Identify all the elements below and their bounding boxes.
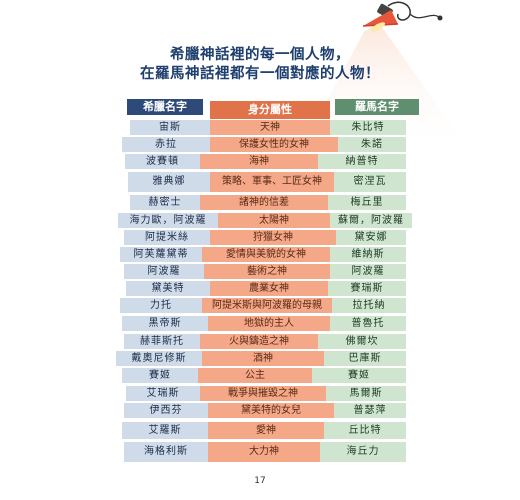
- roman-name-cell: 巴庫斯: [324, 351, 406, 366]
- greek-name-cell: 黛美特: [126, 281, 210, 296]
- greek-name-cell: 賽姬: [122, 368, 198, 383]
- roman-name-cell: 丘比特: [324, 422, 406, 439]
- greek-name-cell: 海格利斯: [124, 442, 208, 462]
- greek-name-cell: 雅典娜: [128, 172, 210, 192]
- greek-name-cell: 赫密士: [130, 195, 200, 210]
- page-title-line-2: 在羅馬神話裡都有一個對應的人物！: [140, 66, 380, 82]
- role-cell: 藝術之神: [204, 264, 330, 279]
- role-cell: 諸神的信差: [200, 195, 328, 210]
- role-cell: 天神: [210, 120, 330, 135]
- role-cell: 阿提米斯與阿波羅的母親: [202, 298, 332, 313]
- greek-name-cell: 阿波羅: [124, 264, 204, 279]
- role-cell: 戰爭與摧毀之神: [200, 386, 326, 401]
- table-row: 艾羅斯 愛神 丘比特: [0, 422, 520, 441]
- table-row: 黛美特 農業女神 賽瑞斯: [0, 281, 520, 298]
- greek-name-cell: 艾瑞斯: [126, 386, 200, 401]
- table-row: 艾瑞斯 戰爭與摧毀之神 馬爾斯: [0, 386, 520, 403]
- table-row: 海力歐，阿波羅 太陽神 蘇爾，阿波羅: [0, 213, 520, 230]
- roman-name-cell: 阿波羅: [330, 264, 406, 279]
- roman-name-cell: 賽姬: [312, 368, 406, 383]
- role-header: 身分屬性: [210, 101, 330, 119]
- role-cell: 公主: [198, 368, 312, 383]
- role-cell: 愛情與美貌的女神: [202, 247, 330, 262]
- roman-name-cell: 普魯托: [330, 316, 406, 331]
- table-row: 雅典娜 策略、軍事、工匠女神 密涅瓦: [0, 172, 520, 194]
- role-cell: 地獄的主人: [208, 316, 330, 331]
- roman-name-cell: 朱比特: [330, 120, 406, 135]
- roman-name-cell: 密涅瓦: [334, 172, 406, 192]
- table-row: 波賽頓 海神 納普特: [0, 154, 520, 171]
- greek-name-cell: 伊西芬: [124, 403, 208, 418]
- roman-name-cell: 朱諾: [338, 137, 406, 152]
- greek-name-cell: 阿芙蘿黛蒂: [120, 247, 202, 262]
- role-cell: 太陽神: [218, 213, 330, 228]
- greek-name-cell: 戴奧尼修斯: [116, 351, 202, 366]
- roman-name-cell: 拉托納: [332, 298, 406, 313]
- greek-name-cell: 赫菲斯托: [124, 334, 200, 349]
- greek-name-cell: 宙斯: [130, 120, 210, 135]
- table-row: 赫密士 諸神的信差 梅丘里: [0, 195, 520, 212]
- roman-name-cell: 佛爾坎: [318, 334, 406, 349]
- roman-name-cell: 梅丘里: [328, 195, 406, 210]
- role-cell: 酒神: [202, 351, 324, 366]
- page-title-line-1: 希臘神話裡的每一個人物，: [170, 47, 350, 63]
- role-cell: 策略、軍事、工匠女神: [210, 172, 334, 192]
- greek-name-cell: 波賽頓: [125, 154, 200, 169]
- roman-name-cell: 黛安娜: [336, 230, 406, 245]
- table-row: 黑帝斯 地獄的主人 普魯托: [0, 316, 520, 333]
- table-row: 伊西芬 黛美特的女兒 普瑟萍: [0, 403, 520, 420]
- roman-name-cell: 蘇爾，阿波羅: [330, 213, 412, 228]
- role-cell: 海神: [200, 154, 318, 169]
- greek-name-header: 希臘名字: [127, 99, 203, 115]
- greek-name-cell: 赤拉: [122, 137, 210, 152]
- role-cell: 黛美特的女兒: [208, 403, 334, 418]
- greek-name-cell: 艾羅斯: [122, 422, 208, 439]
- table-row: 力托 阿提米斯與阿波羅的母親 拉托納: [0, 298, 520, 315]
- table-row: 賽姬 公主 賽姬: [0, 368, 520, 385]
- role-cell: 保護女性的女神: [210, 137, 338, 152]
- table-row: 戴奧尼修斯 酒神 巴庫斯: [0, 351, 520, 368]
- table-row: 宙斯 天神 朱比特: [0, 120, 520, 137]
- greek-name-cell: 黑帝斯: [122, 316, 208, 331]
- table-row: 赤拉 保護女性的女神 朱諾: [0, 137, 520, 154]
- greek-name-cell: 力托: [120, 298, 202, 313]
- role-cell: 愛神: [208, 422, 324, 439]
- role-cell: 火與鑄造之神: [200, 334, 318, 349]
- roman-name-cell: 普瑟萍: [334, 403, 406, 418]
- roman-name-cell: 賽瑞斯: [328, 281, 406, 296]
- roman-name-header: 羅馬名字: [335, 99, 419, 115]
- roman-name-cell: 納普特: [318, 154, 406, 169]
- table-row: 阿芙蘿黛蒂 愛情與美貌的女神 維納斯: [0, 247, 520, 264]
- greek-name-cell: 海力歐，阿波羅: [118, 213, 218, 228]
- roman-name-cell: 海丘力: [320, 442, 406, 462]
- role-cell: 狩獵女神: [210, 230, 336, 245]
- roman-name-cell: 維納斯: [330, 247, 406, 262]
- table-row: 赫菲斯托 火與鑄造之神 佛爾坎: [0, 334, 520, 351]
- role-cell: 大力神: [208, 442, 320, 462]
- table-row: 阿波羅 藝術之神 阿波羅: [0, 264, 520, 281]
- table-row: 海格利斯 大力神 海丘力: [0, 442, 520, 464]
- greek-name-cell: 阿提米絲: [124, 230, 210, 245]
- page-number: 17: [254, 476, 266, 486]
- roman-name-cell: 馬爾斯: [326, 386, 406, 401]
- role-cell: 農業女神: [210, 281, 328, 296]
- table-row: 阿提米絲 狩獵女神 黛安娜: [0, 230, 520, 247]
